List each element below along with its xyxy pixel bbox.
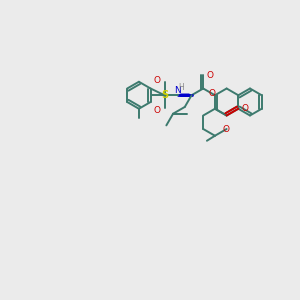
Text: O: O: [153, 76, 160, 85]
Text: O: O: [153, 106, 160, 115]
Text: N: N: [174, 86, 180, 95]
Text: H: H: [178, 83, 184, 92]
Text: S: S: [161, 90, 168, 100]
Text: O: O: [241, 104, 248, 113]
Text: O: O: [206, 70, 213, 80]
Text: O: O: [222, 124, 229, 134]
Text: O: O: [208, 89, 215, 98]
